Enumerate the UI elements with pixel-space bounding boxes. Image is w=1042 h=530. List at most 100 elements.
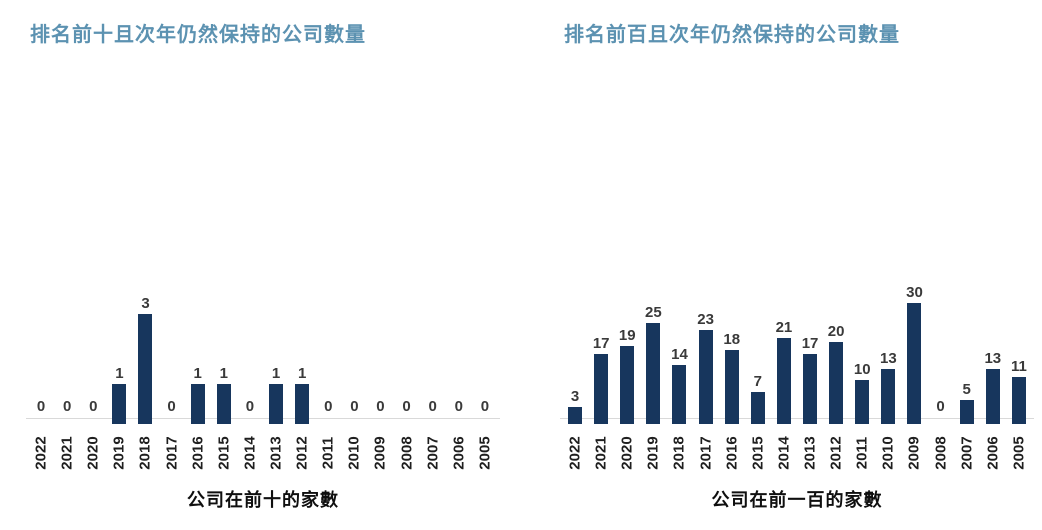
x-tick-cell: 2014 xyxy=(237,426,263,480)
x-tick-label: 2022 xyxy=(32,436,50,470)
bar-column: 18 xyxy=(719,290,745,424)
x-tick-cell: 2020 xyxy=(614,426,640,480)
bar-value-label: 0 xyxy=(167,398,176,415)
bar-value-label: 0 xyxy=(454,398,463,415)
bar-column: 1 xyxy=(185,290,211,424)
bar xyxy=(1011,377,1026,424)
x-tick-cell: 2015 xyxy=(211,426,237,480)
bar xyxy=(269,384,284,424)
x-axis-title: 公司在前一百的家數 xyxy=(711,490,883,510)
x-tick-cell: 2021 xyxy=(54,426,80,480)
bar-column: 13 xyxy=(980,290,1006,424)
bar-column: 20 xyxy=(823,290,849,424)
bar-value-label: 0 xyxy=(324,398,333,415)
bar-value-label: 18 xyxy=(723,331,741,348)
bar xyxy=(881,369,896,424)
x-tick-cell: 2011 xyxy=(849,426,875,480)
bar-column: 0 xyxy=(28,290,54,424)
bar xyxy=(803,354,818,424)
bar-value-label: 1 xyxy=(271,365,281,382)
bar-column: 0 xyxy=(394,290,420,424)
bar xyxy=(295,384,310,424)
x-tick-label: 2022 xyxy=(566,436,584,470)
x-tick-cell: 2007 xyxy=(954,426,980,480)
bar-column: 14 xyxy=(666,290,692,424)
x-tick-cell: 2019 xyxy=(106,426,132,480)
bar-column: 0 xyxy=(80,290,106,424)
x-tick-labels: 2022 2021 2020 2019 2018 2017 2016 2015 2014 2013… xyxy=(562,426,1032,480)
x-tick-cell: 2017 xyxy=(159,426,185,480)
bar xyxy=(568,407,583,424)
x-tick-cell: 2013 xyxy=(263,426,289,480)
bar xyxy=(724,350,739,424)
bar-column: 21 xyxy=(771,290,797,424)
bar xyxy=(112,384,127,424)
bar-value-label: 5 xyxy=(962,381,971,398)
bar-value-label: 3 xyxy=(141,295,150,312)
bar-value-label: 0 xyxy=(350,398,359,415)
x-tick-label: 2012 xyxy=(827,436,845,470)
x-tick-label: 2007 xyxy=(424,436,442,470)
bar-value-label: 0 xyxy=(89,398,98,415)
x-tick-cell: 2017 xyxy=(693,426,719,480)
x-tick-label: 2011 xyxy=(853,436,871,470)
bar-value-label: 17 xyxy=(592,335,610,352)
bar xyxy=(907,303,922,424)
bar-value-label: 25 xyxy=(645,304,662,321)
x-tick-label: 2006 xyxy=(450,436,468,470)
bar-column: 13 xyxy=(875,290,901,424)
bar-column: 25 xyxy=(640,290,666,424)
x-tick-cell: 2010 xyxy=(341,426,367,480)
bar xyxy=(190,384,205,424)
bar-value-label: 10 xyxy=(853,361,871,378)
x-tick-label: 2016 xyxy=(189,436,207,470)
x-tick-label: 2009 xyxy=(905,436,923,470)
plot-area: 3 17 19 25 14 23 18 7 21 17 20 10 13 30 0 5 13 11 xyxy=(560,285,1034,424)
bar-column: 0 xyxy=(54,290,80,424)
x-tick-cell: 2006 xyxy=(446,426,472,480)
bar-value-label: 3 xyxy=(570,388,580,405)
x-tick-cell: 2022 xyxy=(28,426,54,480)
bar-column: 10 xyxy=(849,290,875,424)
bar-column: 23 xyxy=(693,290,719,424)
bar-column: 11 xyxy=(1006,290,1032,424)
x-tick-label: 2009 xyxy=(371,436,389,470)
bar xyxy=(646,323,661,424)
x-tick-cell: 2009 xyxy=(901,426,927,480)
x-axis-line xyxy=(560,418,1034,419)
x-tick-cell: 2007 xyxy=(420,426,446,480)
bar-value-label: 0 xyxy=(480,398,490,415)
x-axis-line xyxy=(26,418,500,419)
bars-container: 3 17 19 25 14 23 18 7 21 17 20 10 13 30 0 5 13 11 xyxy=(562,285,1032,424)
x-tick-label: 2006 xyxy=(984,436,1002,470)
x-tick-cell: 2005 xyxy=(1006,426,1032,480)
bar-value-label: 13 xyxy=(984,350,1002,367)
x-tick-cell: 2012 xyxy=(823,426,849,480)
bar-value-label: 0 xyxy=(62,398,72,415)
bar xyxy=(855,380,870,424)
bar xyxy=(750,392,765,424)
x-tick-label: 2010 xyxy=(345,436,363,470)
bar-column: 0 xyxy=(341,290,367,424)
chart-title: 排名前百且次年仍然保持的公司數量 xyxy=(564,24,900,46)
bar-column: 17 xyxy=(588,290,614,424)
x-tick-label: 2019 xyxy=(110,436,128,470)
bar-column: 17 xyxy=(797,290,823,424)
x-tick-label: 2007 xyxy=(958,436,976,470)
bar xyxy=(776,338,791,424)
x-tick-label: 2017 xyxy=(697,436,715,470)
x-tick-label: 2015 xyxy=(215,436,233,470)
x-tick-cell: 2013 xyxy=(797,426,823,480)
x-tick-label: 2005 xyxy=(476,436,494,470)
bar-column: 0 xyxy=(237,290,263,424)
bar xyxy=(959,400,974,424)
x-tick-cell: 2020 xyxy=(80,426,106,480)
bar-column: 1 xyxy=(289,290,315,424)
x-tick-cell: 2015 xyxy=(745,426,771,480)
bar-value-label: 1 xyxy=(115,365,124,382)
x-tick-label: 2008 xyxy=(398,436,416,470)
x-tick-label: 2014 xyxy=(775,436,793,470)
x-tick-label: 2020 xyxy=(618,436,636,470)
x-tick-label: 2016 xyxy=(723,436,741,470)
